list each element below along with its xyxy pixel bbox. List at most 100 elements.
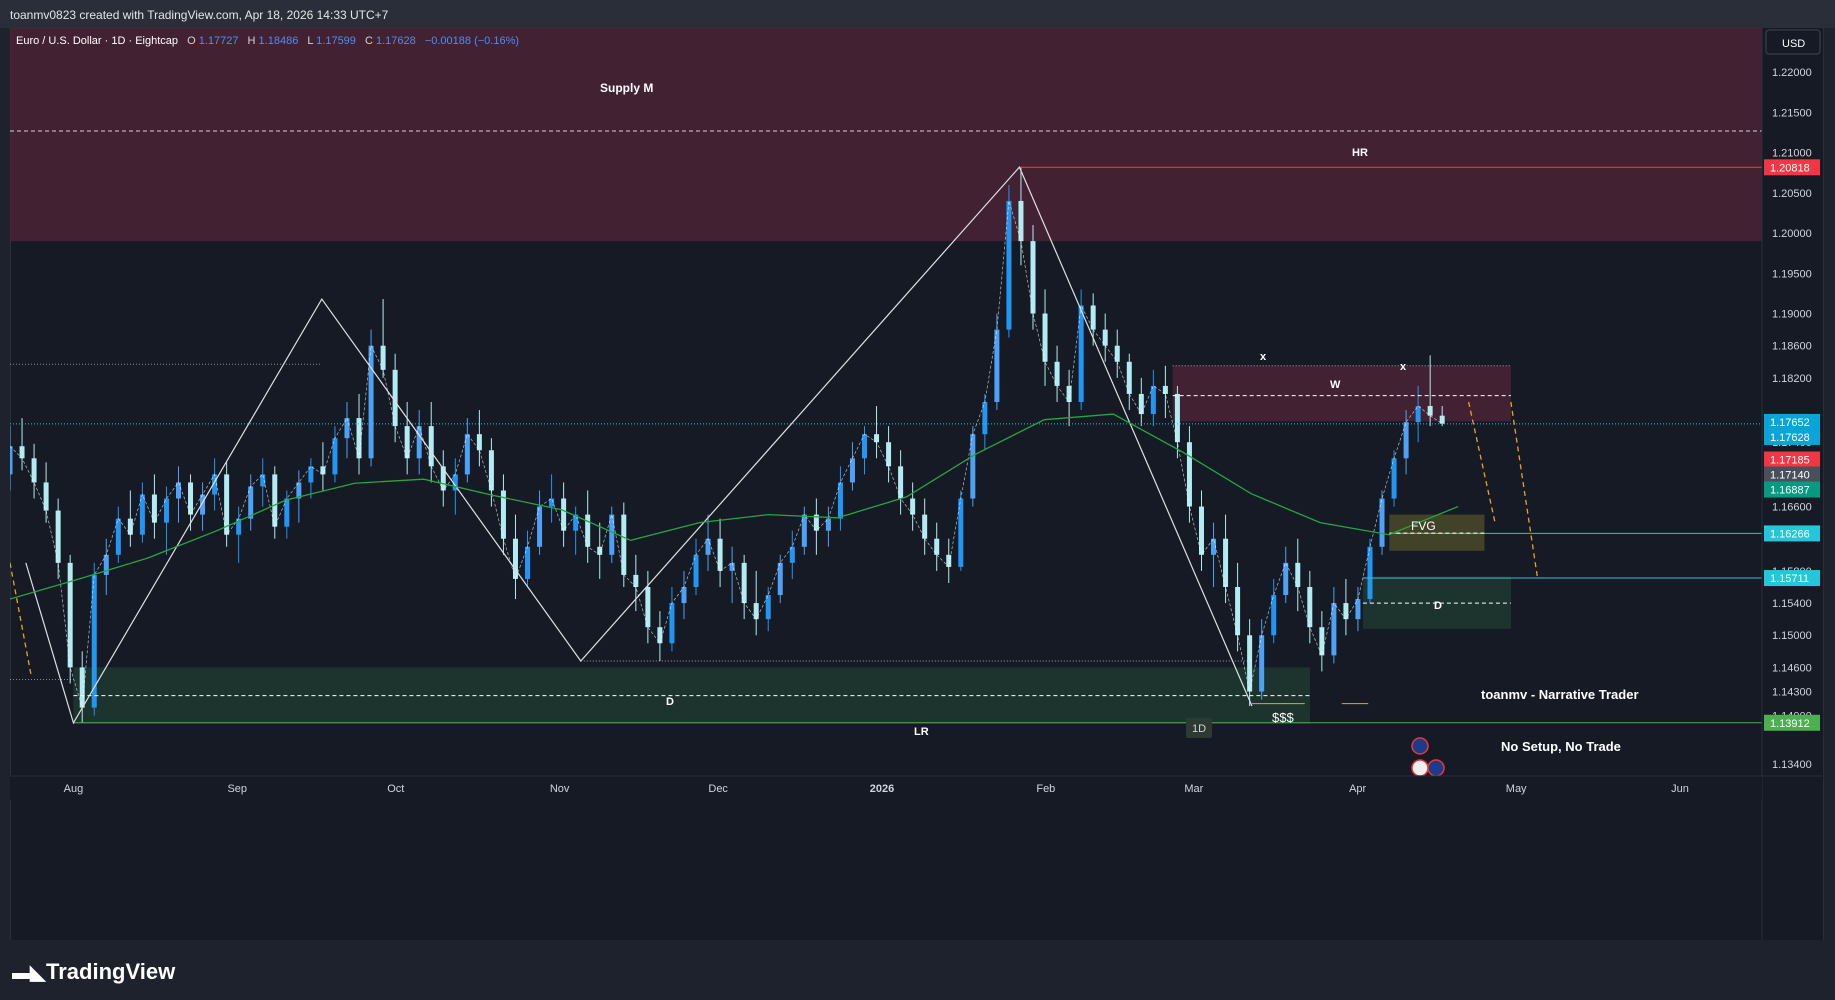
- candle-body: [308, 466, 314, 483]
- candle-body: [958, 498, 964, 567]
- attribution-bar: toanmv0823 created with TradingView.com,…: [0, 0, 1835, 28]
- candle-body: [1126, 361, 1132, 394]
- candle-body: [476, 434, 482, 451]
- currency-label: USD: [1782, 38, 1805, 50]
- candle-body: [1343, 603, 1349, 620]
- candles-layer: [10, 167, 1445, 723]
- legend-o-label: O: [187, 35, 196, 47]
- price-label-bg: [1764, 570, 1820, 587]
- legend: Euro / U.S. Dollar · 1D · Eightcap O 1.1…: [16, 35, 519, 47]
- candle-body: [753, 603, 759, 620]
- candle-body: [1439, 415, 1445, 424]
- candle-body: [1042, 313, 1048, 362]
- candle-body: [1367, 546, 1373, 600]
- annotation-layer: Supply M HR W x x FVG D D LR $$$ 1D toan…: [600, 81, 1639, 777]
- candle-body: [79, 667, 85, 708]
- x-tick-label: 2026: [870, 783, 894, 795]
- currency-button[interactable]: USD: [1765, 29, 1821, 55]
- candle-body: [200, 494, 206, 515]
- event-globe-icon[interactable]: [1411, 737, 1429, 755]
- attribution-text: toanmv0823 created with TradingView.com,…: [10, 8, 389, 22]
- candle-body: [488, 450, 494, 491]
- candle-body: [1078, 305, 1084, 402]
- moving-average-line: [10, 413, 1459, 600]
- candle-body: [380, 345, 386, 370]
- candle-body: [741, 562, 747, 604]
- legend-o-value: 1.17727: [199, 35, 239, 47]
- candle-body: [416, 426, 422, 459]
- candle-body: [970, 434, 976, 499]
- y-tick-label: 1.16600: [1772, 502, 1812, 514]
- candle-body: [525, 546, 531, 579]
- candle-body: [777, 562, 783, 596]
- candle-body: [212, 474, 218, 495]
- candle-body: [561, 498, 567, 531]
- interval-badge-bg: [1186, 718, 1212, 738]
- x-label-1: x: [1260, 351, 1267, 363]
- candle-body: [1391, 458, 1397, 499]
- projection-arrow-left: [10, 562, 32, 676]
- candle-body: [248, 486, 254, 519]
- candle-body: [115, 518, 121, 555]
- candle-body: [898, 466, 904, 499]
- price-label: 1.17652: [1770, 417, 1810, 429]
- time-axis[interactable]: Aug Sep Oct Nov Dec 2026 Feb Mar Apr May Jun: [10, 775, 1822, 800]
- candle-body: [705, 538, 711, 555]
- x-tick-label: Jun: [1671, 783, 1689, 795]
- legend-h-value: 1.18486: [259, 35, 299, 47]
- candle-body: [874, 434, 880, 443]
- zone-supply-m: [10, 28, 1762, 242]
- x-label-2: x: [1400, 361, 1407, 373]
- w-label: W: [1330, 379, 1341, 391]
- price-label-bg: [1764, 481, 1820, 498]
- event-globe-icon-2[interactable]: [1427, 759, 1445, 777]
- candle-body: [31, 458, 37, 483]
- candle-body: [609, 514, 615, 555]
- candle-body: [729, 562, 735, 571]
- candle-body: [1186, 442, 1192, 507]
- x-tick-label: Nov: [550, 783, 570, 795]
- price-labels-layer: 1.20818 1.17652 1.17628 1.17185 1.17140 1.168…: [1764, 159, 1820, 731]
- y-tick-label: 1.20500: [1772, 188, 1812, 200]
- hr-label: HR: [1352, 147, 1368, 159]
- footer: ▬◣ TradingView: [0, 940, 1835, 1000]
- candle-body: [922, 514, 928, 539]
- candle-body: [537, 506, 543, 547]
- price-chart[interactable]: Supply M HR W x x FVG D D LR $$$ 1D toan…: [10, 28, 1822, 940]
- event-flag-icon[interactable]: [1411, 759, 1429, 777]
- price-label: 1.16887: [1770, 485, 1810, 497]
- candle-body: [452, 474, 458, 491]
- candle-body: [862, 434, 868, 459]
- candle-body: [103, 554, 109, 575]
- price-label-bg: [1764, 413, 1820, 430]
- legend-l-value: 1.17599: [316, 35, 356, 47]
- projection-arrow-1: [1467, 401, 1496, 523]
- price-label-bg: [1764, 466, 1820, 483]
- author-label: toanmv - Narrative Trader: [1481, 687, 1639, 702]
- y-tick-label: 1.18200: [1772, 373, 1812, 385]
- candle-body: [368, 345, 374, 459]
- candle-body: [1054, 361, 1060, 386]
- y-tick-label: 1.19500: [1772, 268, 1812, 280]
- candle-body: [332, 438, 338, 475]
- candle-body: [946, 554, 952, 567]
- candle-body: [151, 494, 157, 523]
- tradingview-logo-icon[interactable]: ▬◣: [12, 962, 45, 984]
- candle-body: [127, 518, 133, 535]
- candle-body: [1331, 603, 1337, 656]
- candle-body: [886, 442, 892, 467]
- candle-body: [681, 586, 687, 604]
- candle-body: [910, 498, 916, 515]
- y-tick-label: 1.21000: [1772, 148, 1812, 160]
- candle-body: [10, 446, 13, 475]
- y-tick-label: 1.14600: [1772, 662, 1812, 674]
- candle-body: [500, 490, 506, 539]
- tradingview-logo-text[interactable]: TradingView: [46, 959, 176, 984]
- candle-body: [1283, 562, 1289, 596]
- candle-body: [801, 514, 807, 547]
- candle-body: [645, 586, 651, 628]
- price-label: 1.20818: [1770, 162, 1810, 174]
- x-tick-label: Oct: [387, 783, 404, 795]
- supply-label: Supply M: [600, 81, 653, 95]
- candle-body: [1259, 635, 1265, 692]
